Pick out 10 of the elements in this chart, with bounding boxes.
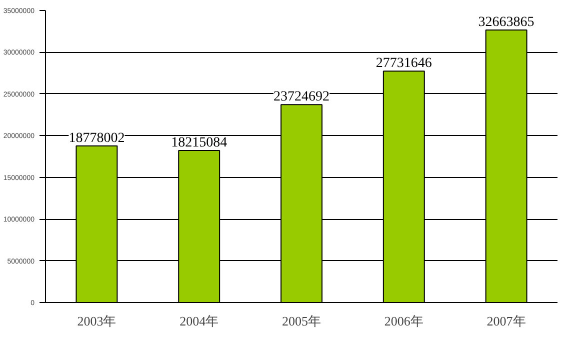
x-tick-label: 2004年 (180, 314, 219, 328)
data-label: 32663865 (478, 14, 534, 30)
x-tick-label: 2007年 (486, 314, 526, 328)
x-tick-label: 2005年 (282, 314, 321, 328)
data-label: 27731646 (376, 56, 432, 72)
x-tick-label: 2003年 (77, 314, 116, 328)
x-tick-label: 2006年 (384, 314, 424, 328)
data-label: 18215084 (171, 136, 228, 151)
data-label: 23724692 (274, 90, 330, 105)
data-label: 18778002 (68, 130, 125, 146)
